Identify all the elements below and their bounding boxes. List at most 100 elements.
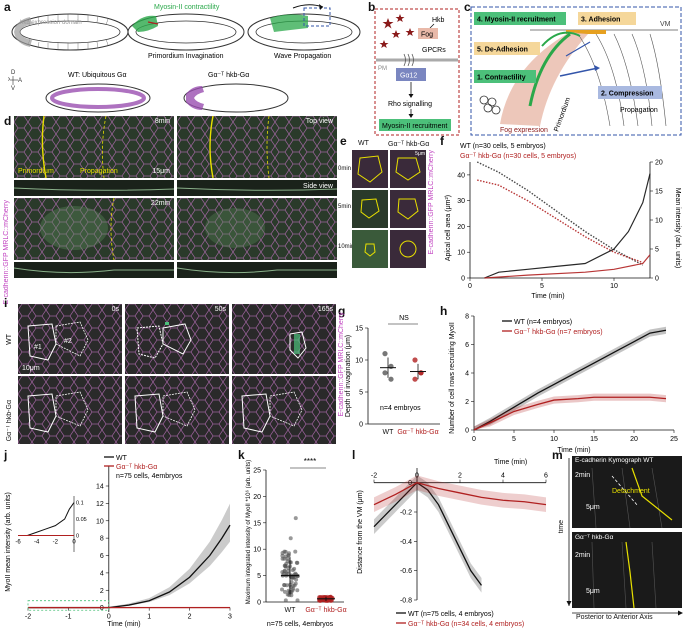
h-xtick-label: 20 [630, 436, 638, 443]
d-side-view: Side view [303, 183, 333, 190]
d-time1: 8min [154, 118, 170, 125]
h-series-line [473, 396, 667, 431]
primordium-invagination-label: Primordium Invagination [148, 53, 224, 60]
i-wt-0: 0s #1 #2 10μm [18, 304, 122, 374]
j-inset-ytick-label: 0.1 [76, 501, 84, 507]
k-category-label: Gα⁻ᵀ hkb-Gα [305, 607, 346, 614]
k-ytick-label: 10 [253, 547, 261, 554]
l-legend-mut: Gα⁻ᵀ hkb-Gα (n=34 cells, 4 embryos) [408, 621, 524, 628]
i-cell2: #2 [64, 338, 72, 345]
k-point-wt [280, 551, 285, 556]
k-point-wt [285, 556, 290, 561]
h-xtick-label: 0 [472, 436, 476, 443]
l-series-band [374, 475, 482, 593]
j-inset-xtick-label: -2 [53, 540, 59, 546]
m-time1: 2min [575, 472, 591, 479]
step5-text: 5. De-Adhesion [477, 47, 528, 54]
i-scale: 10μm [22, 365, 40, 372]
panel-l-label: l [352, 448, 356, 462]
f-xtick-label: 5 [540, 283, 544, 290]
d-propagation-label: Propagation [80, 168, 118, 175]
l-series-line [373, 481, 483, 586]
f-ytick-left-label: 40 [457, 172, 465, 179]
k-point-mut [328, 594, 333, 599]
k-point-wt [290, 568, 295, 573]
e-wt-1 [352, 190, 388, 228]
step1-text: 1. Contractility [477, 75, 526, 82]
wt-caption: WT: Ubiquitous Gα [68, 72, 127, 79]
propagation-text: Propagation [620, 107, 658, 114]
i-time-2: 165s [317, 306, 333, 313]
k-ytick-label: 5 [257, 573, 261, 580]
g-category-label: Gα⁻ᵀ hkb-Gα [397, 429, 438, 436]
f-ytick-left-label: 20 [457, 224, 465, 231]
d-channel-label: E-cadherin::GFP MRLC::mCherry [3, 200, 10, 305]
d-primordium-label: Primordium [18, 168, 54, 175]
e-col-mut: Gα⁻ᵀ hkb-Gα [388, 141, 430, 148]
e-row-1: 5min [338, 204, 352, 210]
panel-k-label: k [238, 448, 245, 462]
j-legend-mut: Gα⁻ᵀ hkb-Gα [116, 464, 157, 471]
j-inset-xtick-label: -4 [34, 540, 40, 546]
g-ytick-label: 10 [355, 358, 363, 365]
f-xlabel: Time (min) [531, 293, 564, 300]
j-series-band [28, 503, 230, 608]
e-wt-0 [352, 150, 388, 188]
h-xtick-label: 15 [590, 436, 598, 443]
panel-g-label: g [338, 304, 346, 318]
panel-b-diagram: Hkb Fog GPCRs PM Gα12 Rho signalling Myo… [374, 8, 460, 136]
k-point-wt [293, 516, 298, 521]
g-ylabel: Depth of invagination (μm) [345, 335, 352, 417]
e-row-0: 0min [338, 166, 352, 172]
e-wt-2 [352, 230, 388, 268]
h-legend-wt: WT (n=4 embryos) [514, 319, 572, 326]
j-series-line [28, 524, 231, 609]
g-ytick-label: 5 [359, 390, 363, 397]
i-wt-1: 50s [125, 304, 229, 374]
f-ytick-right-label: 20 [655, 160, 663, 167]
g-point [412, 357, 418, 363]
g-point [412, 376, 418, 382]
panel-a-label: a [4, 0, 11, 14]
h-ytick-label: 0 [465, 428, 469, 435]
i-mut-2 [232, 376, 336, 444]
axis-v: V [11, 86, 15, 92]
chart-k: 0 5 10 15 20 25 WT Gα⁻ᵀ hkb-Gα **** Maximum int… [245, 457, 347, 628]
k-point-wt [294, 577, 299, 582]
contractility-label: Myosin-II contractility [154, 4, 220, 11]
j-xtick-label: 3 [228, 614, 232, 621]
k-point-wt [294, 560, 299, 565]
myosin-text: Myosin-II recruitment [382, 123, 447, 130]
j-ytick-label: 8 [100, 536, 104, 543]
f-ytick-left-label: 10 [457, 250, 465, 257]
d-top-wt: 8min Primordium Propagation 15μm [14, 116, 174, 178]
l-ytick-label: 0 [408, 480, 412, 487]
m-kymo-mut: Gα⁻ᵀ hkb-Gα 2min 5μm [572, 532, 682, 608]
panel-b-label: b [368, 0, 376, 14]
d-side-wt [14, 180, 174, 196]
f-ytick-left-label: 0 [461, 276, 465, 283]
h-xlabel: Time (min) [557, 447, 590, 454]
k-point-wt [286, 568, 291, 573]
m-xaxis: Posterior to Anterior Axis [576, 614, 653, 621]
i-mut-0 [18, 376, 122, 444]
l-ytick-label: -0.4 [400, 539, 412, 546]
primordium-text: Primordium [553, 97, 572, 133]
j-inset-ytick-label: 0 [76, 534, 79, 540]
j-ytick-label: 2 [100, 588, 104, 595]
panel-c-diagram: VM 4. Myosin-II recruitment 3. Adhesion … [470, 6, 682, 136]
k-point-wt [285, 571, 290, 576]
g-point [418, 370, 424, 376]
k-ytick-label: 20 [253, 494, 261, 501]
axis-d: D [11, 70, 16, 76]
m-mut-label: Gα⁻ᵀ hkb-Gα [575, 534, 614, 541]
l-xtick-label: 0 [415, 473, 419, 480]
l-series-band [374, 475, 546, 512]
chart-l: -2 0 2 4 6 0 -0.2 -0.4 -0.6 -0.8 Time (min) Dista… [357, 459, 548, 628]
h-xtick-label: 10 [550, 436, 558, 443]
j-legend-wt: WT [116, 455, 128, 462]
i-time-0: 0s [111, 306, 119, 313]
k-point-wt [288, 536, 293, 541]
l-xtick-label: 4 [501, 473, 505, 480]
